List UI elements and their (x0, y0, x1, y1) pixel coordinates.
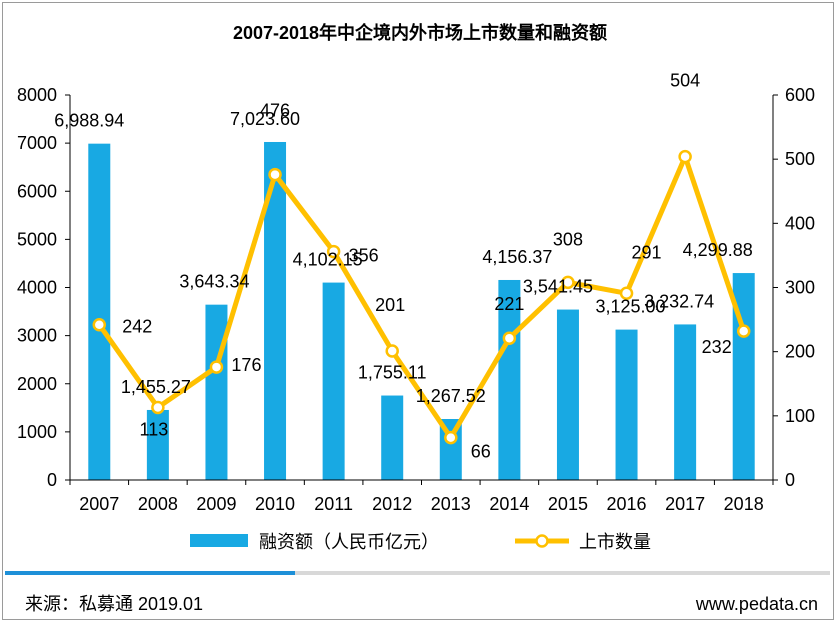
bar-2018 (732, 273, 755, 480)
right-tick-label: 100 (785, 406, 815, 426)
x-tick-label-2012: 2012 (372, 494, 412, 514)
line-value-label-2017: 504 (670, 71, 700, 91)
bar-value-label-2008: 1,455.27 (121, 377, 191, 397)
line-value-label-2007: 242 (122, 317, 152, 337)
legend-line-marker (535, 534, 549, 548)
left-tick-label: 7000 (17, 133, 57, 153)
line-point-2018 (736, 324, 751, 338)
line-value-label-2011: 356 (349, 246, 379, 266)
bar-value-label-2017: 3,232.74 (644, 291, 714, 311)
line-value-label-2014: 221 (494, 294, 524, 314)
right-tick-label: 400 (785, 213, 815, 233)
line-value-label-2013: 66 (471, 442, 491, 462)
line-value-label-2016: 291 (632, 242, 662, 262)
line-point-2015 (561, 275, 575, 290)
bar-2007 (88, 143, 111, 480)
line-point-2008 (151, 400, 165, 415)
bar-2011 (322, 282, 345, 480)
bar-value-label-2012: 1,755.11 (358, 363, 427, 383)
x-tick-label-2017: 2017 (665, 494, 705, 514)
line-value-label-2018: 232 (702, 337, 732, 357)
bar-value-label-2018: 4,299.88 (683, 240, 753, 260)
footer-source: 来源：私募通 2019.01 (25, 594, 203, 614)
footer-divider-line (295, 571, 830, 575)
left-tick-label: 3000 (17, 326, 57, 346)
x-tick-label-2010: 2010 (255, 494, 295, 514)
line-value-label-2010: 476 (260, 101, 290, 121)
line-point-2007 (92, 317, 107, 332)
right-tick-label: 300 (785, 278, 815, 298)
line-point-2012 (385, 344, 399, 358)
line-series-listings (97, 154, 747, 441)
bar-value-label-2009: 3,643.34 (179, 272, 249, 292)
x-tick-label-2015: 2015 (548, 494, 588, 514)
line-point-2009 (209, 360, 224, 374)
line-point-2016 (619, 286, 634, 301)
left-tick-label: 0 (47, 470, 57, 490)
left-tick-label: 4000 (17, 278, 57, 298)
right-tick-label: 500 (785, 149, 815, 169)
bar-2015 (556, 309, 579, 480)
footer-site: www.pedata.cn (695, 594, 818, 614)
bar-value-label-2015: 3,541.45 (523, 277, 593, 297)
bar-value-label-2016: 3,125.00 (596, 297, 666, 317)
bar-value-label-2010: 7,023.60 (230, 109, 300, 129)
footer-accent-line (5, 571, 295, 575)
bar-2017 (674, 324, 697, 480)
line-point-2010 (268, 167, 282, 182)
right-tick-label: 200 (785, 342, 815, 362)
line-value-label-2015: 308 (553, 229, 583, 249)
right-tick-label: 0 (785, 470, 795, 490)
x-tick-label-2014: 2014 (489, 494, 529, 514)
bar-2012 (381, 395, 404, 480)
bar-value-label-2013: 1,267.52 (416, 386, 486, 406)
left-tick-label: 1000 (17, 422, 57, 442)
line-point-2014 (502, 331, 517, 345)
left-tick-label: 5000 (17, 229, 57, 249)
x-tick-label-2011: 2011 (314, 494, 353, 514)
x-tick-label-2008: 2008 (138, 494, 178, 514)
x-tick-label-2009: 2009 (196, 494, 236, 514)
bar-value-label-2007: 6,988.94 (54, 111, 124, 131)
legend-bar-swatch (190, 534, 248, 547)
x-tick-label-2007: 2007 (79, 494, 119, 514)
line-point-2017 (678, 149, 692, 164)
left-tick-label: 8000 (17, 85, 57, 105)
bar-2016 (615, 329, 638, 480)
x-tick-label-2013: 2013 (431, 494, 471, 514)
bar-2008 (146, 409, 169, 480)
line-value-label-2009: 176 (231, 355, 261, 375)
left-tick-label: 6000 (17, 181, 57, 201)
combo-chart: 2007-2018年中企境内外市场上市数量和融资额 01000200030004… (5, 22, 830, 614)
left-tick-label: 2000 (17, 374, 57, 394)
legend-bar-label: 融资额（人民币亿元） (259, 532, 439, 552)
line-value-label-2012: 201 (375, 295, 405, 315)
bar-2010 (264, 141, 287, 480)
x-tick-label-2016: 2016 (607, 494, 647, 514)
right-tick-label: 600 (785, 85, 815, 105)
bar-2009 (205, 304, 228, 480)
line-value-label-2008: 113 (140, 419, 169, 439)
x-tick-label-2018: 2018 (724, 494, 764, 514)
line-point-2011 (326, 244, 341, 259)
chart-title: 2007-2018年中企境内外市场上市数量和融资额 (233, 22, 607, 43)
legend-line-label: 上市数量 (579, 532, 651, 552)
line-point-2013 (444, 430, 458, 445)
bar-value-label-2014: 4,156.37 (482, 247, 552, 267)
bar-value-label-2011: 4,102.15 (293, 250, 363, 270)
